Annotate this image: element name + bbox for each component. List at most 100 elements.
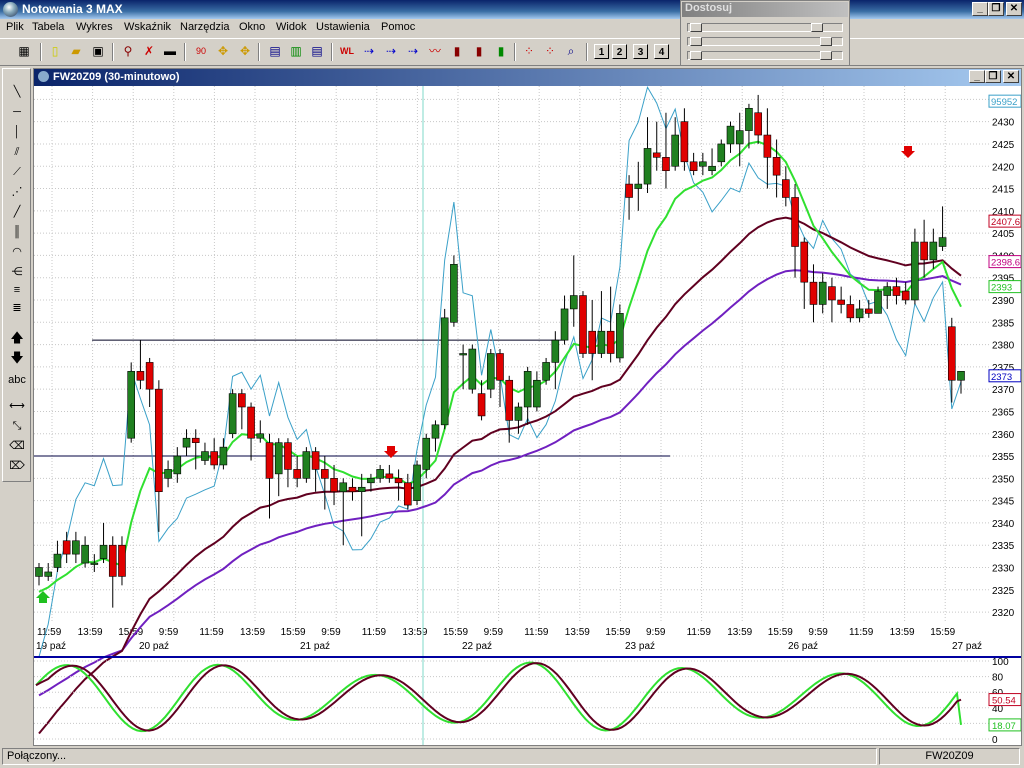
- ruler-icon[interactable]: ▬: [164, 44, 176, 58]
- horizontal-line-tool-icon[interactable]: ─: [13, 106, 21, 118]
- select-icon[interactable]: ✥: [217, 44, 229, 58]
- bar-chart-icon[interactable]: ▮: [453, 44, 461, 58]
- delete-icon[interactable]: ✗: [143, 44, 155, 58]
- menu-wykres[interactable]: Wykres: [76, 21, 113, 33]
- fibonacci-tool-icon[interactable]: ≡: [13, 284, 21, 296]
- zoom-icon[interactable]: ⚲: [123, 44, 133, 58]
- x-tick-label: 9:59: [321, 627, 341, 638]
- arrow-right-icon[interactable]: ⇢: [363, 44, 375, 58]
- pointer-icon[interactable]: ✥: [239, 44, 251, 58]
- parallel-lines-tool-icon[interactable]: ║: [13, 226, 21, 238]
- candle-icon[interactable]: ▮: [475, 44, 483, 58]
- menu-pomoc[interactable]: Pomoc: [381, 21, 416, 33]
- close-button[interactable]: ✕: [1006, 2, 1022, 16]
- vertical-line-tool-icon[interactable]: │: [13, 126, 21, 138]
- speed-lines-tool-icon[interactable]: ⋲: [11, 266, 23, 278]
- zoom-rect-icon[interactable]: ⌕: [567, 44, 575, 58]
- x-tick-label: 15:59: [281, 627, 306, 638]
- x-tick-label: 15:59: [930, 627, 955, 638]
- slider-thumb-left[interactable]: [690, 23, 702, 32]
- dots-icon[interactable]: ⁘: [523, 44, 535, 58]
- osc-green-line: [35, 661, 962, 733]
- dots-2-icon[interactable]: ⁘: [544, 44, 556, 58]
- arrow-up-tool-icon[interactable]: 🡅: [10, 330, 24, 345]
- fan-tool-icon[interactable]: ⟋: [13, 166, 21, 178]
- status-symbol: FW20Z09: [879, 748, 1020, 765]
- y-tick-label: 2380: [992, 341, 1015, 352]
- menu-wskaznik[interactable]: Wskaźnik: [124, 21, 172, 33]
- minimize-button[interactable]: _: [972, 2, 988, 16]
- view-2-button[interactable]: 2: [612, 44, 627, 59]
- expand-tool-icon[interactable]: ⟷: [9, 400, 25, 412]
- adjust-slider-1[interactable]: [687, 23, 843, 32]
- slider-thumb[interactable]: [820, 37, 832, 46]
- menu-tabela[interactable]: Tabela: [32, 21, 65, 33]
- candle-body: [201, 451, 209, 461]
- candle-body: [680, 121, 689, 163]
- list-icon[interactable]: ▤: [311, 44, 323, 58]
- candle-body: [108, 544, 117, 577]
- menu-ustawienia[interactable]: Ustawienia: [316, 21, 370, 33]
- y-tick-label: 2415: [992, 185, 1015, 196]
- candle-body: [763, 134, 772, 158]
- grid-icon[interactable]: ▦: [18, 44, 30, 58]
- chart-close-button[interactable]: ✕: [1003, 70, 1019, 83]
- chart-window-icon[interactable]: ▥: [290, 44, 302, 58]
- candle-body: [809, 281, 818, 305]
- menu-bar: Plik Tabela Wykres Wskaźnik Narzędzia Ok…: [0, 19, 1024, 37]
- channel-tool-icon[interactable]: ⫽: [14, 146, 20, 158]
- date-tick-label: 27 paź: [952, 641, 982, 652]
- open-folder-icon[interactable]: ▰: [71, 44, 81, 58]
- y-tick-label: 2405: [992, 229, 1015, 240]
- adjust-slider-2[interactable]: [687, 37, 843, 46]
- line-chart-icon[interactable]: 〰: [428, 44, 441, 58]
- candle-body: [579, 295, 587, 354]
- cross-icon[interactable]: 90: [195, 46, 206, 56]
- dostosuj-title: Dostosuj: [682, 2, 848, 17]
- arrow-down-tool-icon[interactable]: 🡇: [10, 350, 24, 365]
- price-chart[interactable]: 2435243024252420241524102405240023952390…: [34, 86, 1021, 745]
- slider-thumb-left[interactable]: [690, 37, 702, 46]
- view-3-button[interactable]: 3: [633, 44, 648, 59]
- y-tick-label: 2430: [992, 118, 1015, 129]
- chart-restore-button[interactable]: ❐: [985, 70, 1001, 83]
- fibonacci-2-tool-icon[interactable]: ≣: [12, 302, 22, 314]
- view-1-button[interactable]: 1: [594, 44, 609, 59]
- eraser-all-tool-icon[interactable]: ⌦: [9, 460, 25, 472]
- table-icon[interactable]: ▤: [269, 44, 281, 58]
- menu-plik[interactable]: Plik: [6, 21, 24, 33]
- candle-body: [72, 540, 80, 555]
- slider-thumb[interactable]: [820, 51, 832, 60]
- osc-tick-label: 80: [992, 673, 1004, 684]
- arrow-right-2-icon[interactable]: ⇢: [385, 44, 397, 58]
- candle-body: [505, 379, 514, 421]
- slider-thumb-left[interactable]: [690, 51, 702, 60]
- restore-button[interactable]: ❐: [988, 2, 1004, 16]
- y-tick-label: 2330: [992, 564, 1015, 575]
- menu-widok[interactable]: Widok: [276, 21, 307, 33]
- text-tool[interactable]: abc: [8, 374, 26, 386]
- menu-narzedzia[interactable]: Narzędzia: [180, 21, 230, 33]
- eraser-tool-icon[interactable]: ⌫: [9, 440, 25, 452]
- wl-icon[interactable]: WL: [340, 46, 354, 56]
- diagonal-line-tool-icon[interactable]: ╲: [13, 86, 21, 98]
- trendline-tool-icon[interactable]: ╱: [13, 206, 21, 218]
- shrink-tool-icon[interactable]: ⤡: [12, 420, 22, 432]
- candle-body: [238, 393, 246, 408]
- slider-thumb[interactable]: [811, 23, 823, 32]
- candle-body: [938, 237, 947, 247]
- chart-minimize-button[interactable]: _: [969, 70, 985, 83]
- candle-body: [477, 393, 486, 417]
- arrow-right-3-icon[interactable]: ⇢: [407, 44, 419, 58]
- adjust-slider-3[interactable]: [687, 51, 843, 60]
- arc-tool-icon[interactable]: ◠: [12, 246, 22, 258]
- candle-2-icon[interactable]: ▮: [497, 44, 505, 58]
- save-icon[interactable]: ▣: [92, 44, 104, 58]
- y-tick-label: 2390: [992, 296, 1015, 307]
- gann-tool-icon[interactable]: ⋰: [11, 186, 23, 198]
- candle-body: [671, 134, 679, 167]
- menu-okno[interactable]: Okno: [239, 21, 266, 33]
- view-4-button[interactable]: 4: [654, 44, 669, 59]
- new-file-icon[interactable]: ▯: [51, 44, 59, 58]
- candle-body: [606, 330, 615, 354]
